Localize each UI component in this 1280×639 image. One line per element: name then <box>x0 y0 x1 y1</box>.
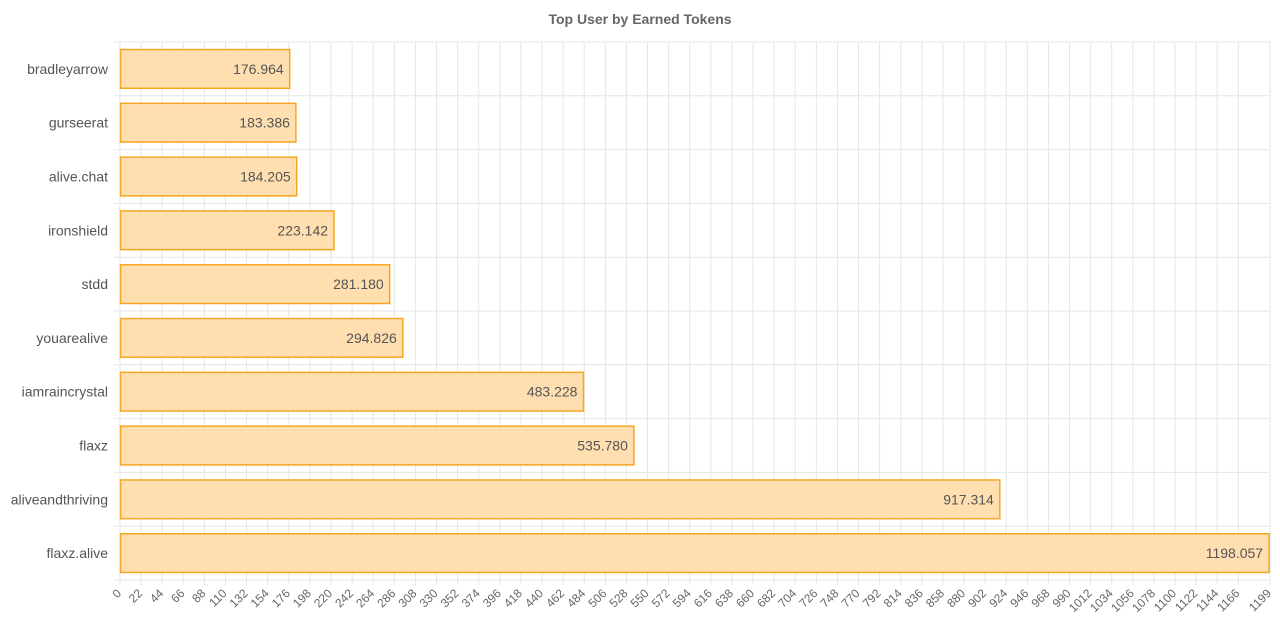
bar[interactable] <box>119 371 585 412</box>
x-tick-label: 616 <box>691 586 715 610</box>
bar-value-label: 1198.057 <box>1206 545 1264 561</box>
x-tick-label: 110 <box>206 586 230 610</box>
x-tick-label: 572 <box>649 586 673 610</box>
bar-value-label: 483.228 <box>527 384 578 400</box>
x-tick-label: 506 <box>585 586 609 610</box>
category-labels: bradleyarrow gurseerat alive.chat ironshiel… <box>11 61 109 561</box>
x-tick-label: 880 <box>944 586 968 610</box>
x-tick-label: 814 <box>881 586 905 610</box>
bar[interactable] <box>119 210 335 251</box>
x-tick-label: 528 <box>606 586 630 610</box>
bar-value-label: 294.826 <box>346 330 397 346</box>
bar-value-label: 184.205 <box>240 169 291 185</box>
x-tick-label: 198 <box>290 586 314 610</box>
x-tick-label: 44 <box>147 586 167 606</box>
x-tick-label: 440 <box>522 586 546 610</box>
x-tick-label: 748 <box>817 586 841 610</box>
x-tick-label: 902 <box>965 586 989 610</box>
x-tick-label: 154 <box>248 586 272 610</box>
x-tick-label: 242 <box>332 586 356 610</box>
bar[interactable] <box>119 156 298 197</box>
x-tick-label: 924 <box>986 586 1010 610</box>
x-tick-label: 770 <box>839 586 863 610</box>
x-tick-label: 792 <box>860 586 884 610</box>
category-label: ironshield <box>48 222 108 238</box>
bar[interactable] <box>119 532 1270 574</box>
x-tick-label: 968 <box>1028 586 1052 610</box>
x-tick-label: 374 <box>459 586 483 610</box>
category-label: iamraincrystal <box>22 384 108 400</box>
category-label: youarealive <box>36 330 108 346</box>
category-label: flaxz.alive <box>47 545 109 561</box>
x-tick-label: 0 <box>109 586 124 601</box>
category-label: stdd <box>82 276 108 292</box>
x-tick-label: 660 <box>733 586 757 610</box>
x-tick-label: 594 <box>670 586 694 610</box>
x-tick-label: 418 <box>501 586 525 610</box>
x-tick-label: 726 <box>796 586 820 610</box>
x-tick-label: 330 <box>417 586 441 610</box>
x-tick-label: 132 <box>227 586 251 610</box>
x-tick-label: 704 <box>775 586 799 610</box>
category-label: gurseerat <box>49 115 108 131</box>
x-tick-label: 88 <box>189 586 209 606</box>
category-label: flaxz <box>79 438 108 454</box>
bar[interactable] <box>119 263 391 305</box>
bar[interactable] <box>119 479 1001 520</box>
bar-value-label: 176.964 <box>233 61 284 77</box>
category-label: bradleyarrow <box>27 61 109 77</box>
x-tick-label: 176 <box>269 586 293 610</box>
x-tick-label: 836 <box>902 586 926 610</box>
bar[interactable] <box>119 317 404 359</box>
x-tick-label: 550 <box>628 586 652 610</box>
category-label: alive.chat <box>49 169 108 185</box>
x-tick-label: 1166 <box>1214 586 1242 614</box>
bar-value-label: 183.386 <box>239 115 290 131</box>
x-tick-label: 66 <box>168 586 188 606</box>
bar-value-label: 535.780 <box>577 438 628 454</box>
x-tick-label: 484 <box>564 586 588 610</box>
bar[interactable] <box>119 102 297 143</box>
bar-value-label: 917.314 <box>943 491 994 507</box>
x-tick-label: 462 <box>543 586 567 610</box>
x-tick-label: 1199 <box>1246 586 1274 614</box>
category-label: aliveandthriving <box>11 491 108 507</box>
x-tick-label: 946 <box>1007 586 1031 610</box>
bar[interactable] <box>119 425 635 466</box>
x-axis-ticks: 0 22 44 66 881101321541761982202422642863083… <box>109 586 1274 615</box>
x-tick-label: 682 <box>754 586 778 610</box>
x-tick-label: 22 <box>126 586 146 606</box>
x-tick-label: 286 <box>374 586 398 610</box>
x-tick-label: 858 <box>923 586 947 610</box>
chart-title: Top User by Earned Tokens <box>548 11 731 27</box>
bar-value-label: 223.142 <box>277 222 328 238</box>
bar[interactable] <box>119 48 291 90</box>
x-tick-label: 308 <box>395 586 419 610</box>
x-tick-label: 352 <box>438 586 462 610</box>
x-tick-label: 396 <box>480 586 504 610</box>
bars-layer: 176.964 183.386 184.205 223.142 281.180 294.8… <box>119 48 1270 574</box>
x-tick-label: 220 <box>311 586 335 610</box>
x-tick-label: 638 <box>712 586 736 610</box>
bar-value-label: 281.180 <box>333 276 384 292</box>
x-tick-label: 264 <box>353 586 377 610</box>
